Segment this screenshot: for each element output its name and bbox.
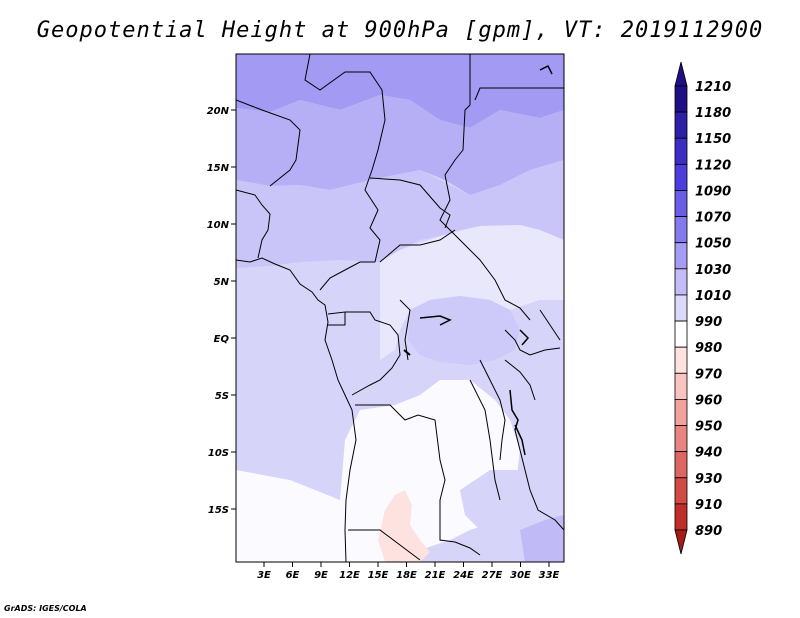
- colorbar-swatch: [674, 477, 688, 505]
- colorbar-swatch: [674, 346, 688, 374]
- map-frame: [235, 53, 565, 563]
- map-borders: [236, 54, 564, 562]
- colorbar-swatch: [674, 372, 688, 400]
- colorbar-label: 1090: [695, 184, 731, 199]
- colorbar-label: 940: [695, 446, 722, 461]
- colorbar-swatch: [674, 268, 688, 296]
- colorbar-swatch: [674, 111, 688, 139]
- height-band-1050: [236, 95, 564, 195]
- height-band-1070: [236, 54, 564, 128]
- lon-tick-label: 27E: [482, 570, 503, 581]
- colorbar-label: 1010: [695, 289, 731, 304]
- lat-tick-label: 10S: [208, 448, 229, 459]
- colorbar-swatch: [674, 294, 688, 322]
- colorbar-swatch: [674, 451, 688, 479]
- lat-tick-label: 20N: [207, 106, 230, 117]
- colorbar-swatch: [674, 503, 688, 531]
- height-band-1030-congo: [408, 296, 520, 365]
- colorbar-label: 960: [695, 393, 722, 408]
- colorbar-swatch: [674, 216, 688, 244]
- lon-tick-label: 33E: [539, 570, 560, 581]
- colorbar-label: 1150: [695, 132, 731, 147]
- colorbar-label: 1180: [695, 106, 731, 121]
- grads-credit: GrADS: IGES/COLA: [4, 604, 87, 613]
- lat-tick-label: 15S: [208, 505, 229, 516]
- colorbar-swatch: [674, 320, 688, 348]
- colorbar-label: 950: [695, 420, 722, 435]
- colorbar-swatch: [674, 190, 688, 217]
- lat-tick-label: EQ: [214, 334, 230, 345]
- colorbar-bottom-arrow: [674, 529, 688, 555]
- colorbar-label: 1120: [695, 158, 731, 173]
- colorbar-label: 980: [695, 341, 722, 356]
- lat-tick-label: 5S: [215, 391, 229, 402]
- colorbar: 1210 1180 1150 1120 1090 1070 1050 1030 1010 990 9…: [674, 61, 731, 555]
- lon-tick-label: 18E: [396, 570, 417, 581]
- colorbar-label: 990: [695, 315, 722, 330]
- colorbar-label: 930: [695, 472, 722, 487]
- lat-tick-label: 5N: [214, 277, 230, 288]
- colorbar-top-arrow: [674, 61, 688, 87]
- height-band-1030-southeast: [520, 515, 564, 562]
- height-band-1030: [236, 160, 564, 268]
- longitude-axis: 3E 6E 9E 12E 15E 18E 21E 24E 27E 30E 33E: [257, 562, 560, 581]
- lat-tick-label: 15N: [207, 163, 230, 174]
- lon-tick-label: 6E: [286, 570, 300, 581]
- colorbar-swatch: [674, 399, 688, 426]
- colorbar-label: 890: [695, 524, 722, 539]
- lat-tick-label: 10N: [207, 220, 230, 231]
- colorbar-label: 1210: [695, 80, 731, 95]
- map-title: Geopotential Height at 900hPa [gpm], VT:…: [36, 18, 764, 43]
- colorbar-swatch: [674, 242, 688, 270]
- height-band-990-south: [236, 380, 520, 562]
- colorbar-label: 1030: [695, 263, 731, 278]
- map-panel: [236, 54, 564, 562]
- lon-tick-label: 3E: [257, 570, 271, 581]
- lon-tick-label: 24E: [453, 570, 474, 581]
- lon-tick-label: 30E: [510, 570, 531, 581]
- colorbar-swatch: [674, 163, 688, 191]
- colorbar-swatch: [674, 85, 688, 113]
- colorbar-label: 1070: [695, 211, 731, 226]
- lon-tick-label: 21E: [425, 570, 446, 581]
- colorbar-label: 970: [695, 367, 722, 382]
- lon-tick-label: 9E: [314, 570, 328, 581]
- lon-tick-label: 15E: [368, 570, 389, 581]
- latitude-axis: 20N 15N 10N 5N EQ 5S 10S 15S: [207, 106, 236, 516]
- lon-tick-label: 12E: [339, 570, 360, 581]
- colorbar-label: 910: [695, 498, 722, 513]
- colorbar-swatch: [674, 137, 688, 165]
- height-band-980-low: [378, 490, 430, 562]
- colorbar-label: 1050: [695, 237, 731, 252]
- height-band-1010-central: [380, 225, 564, 360]
- colorbar-swatch: [674, 425, 688, 453]
